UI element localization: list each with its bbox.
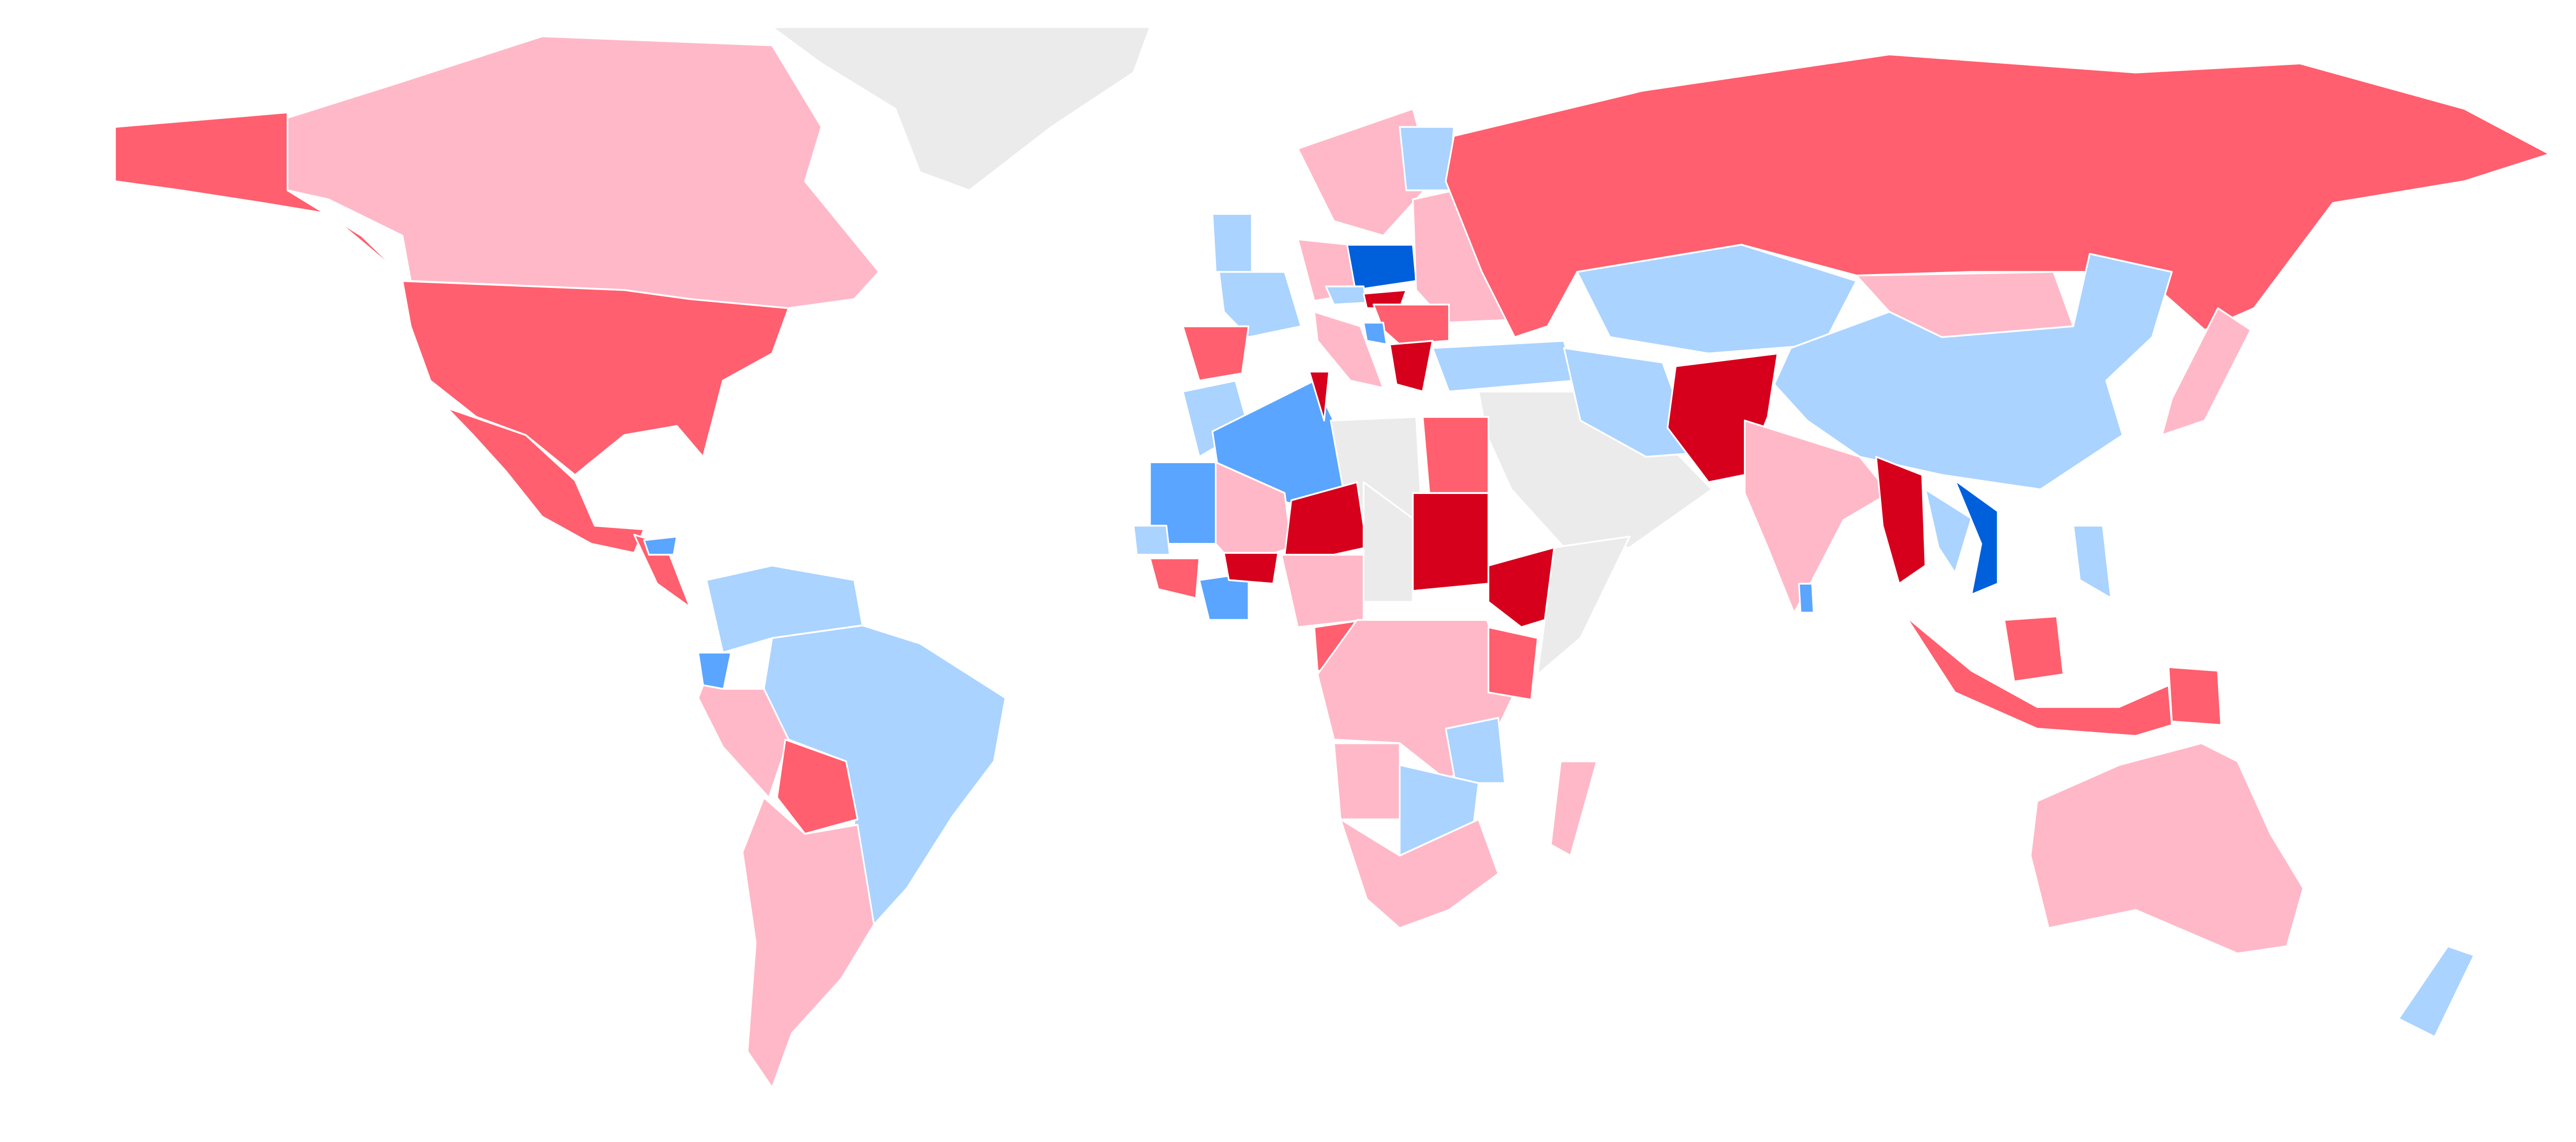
region-niger (1284, 481, 1368, 559)
region-thailand (1924, 488, 1973, 574)
region-turkey (1432, 339, 1575, 393)
region-myanmar (1875, 456, 1926, 585)
region-tunisia (1308, 370, 1330, 422)
region-mexico (446, 407, 645, 554)
region-argentina-chile (741, 796, 875, 1089)
region-borneo (2003, 615, 2064, 683)
region-senegal (1132, 524, 1171, 556)
region-egypt (1421, 416, 1489, 494)
region-nigeria (1280, 554, 1365, 628)
region-japan (2161, 307, 2252, 436)
region-burkina-faso (1223, 552, 1279, 585)
region-kenya (1487, 626, 1539, 701)
region-italy (1313, 311, 1384, 389)
region-sudan (1412, 492, 1489, 592)
region-poland (1346, 244, 1417, 291)
region-bolivia (776, 739, 859, 835)
region-somalia (1537, 535, 1631, 675)
region-russia (1445, 53, 2551, 338)
region-southern-africa (1340, 818, 1499, 929)
region-tanzania (1445, 717, 1506, 784)
region-czechia (1325, 285, 1368, 305)
region-guinea (1149, 557, 1200, 600)
region-madagascar (1550, 760, 1598, 857)
region-brazil (763, 624, 1007, 926)
region-iran (1563, 347, 1697, 458)
region-scandinavia (1297, 108, 1434, 237)
region-greenland (771, 26, 1151, 192)
region-france (1218, 271, 1302, 338)
region-australia (2029, 742, 2304, 954)
region-peru (697, 684, 790, 799)
region-greece (1389, 339, 1434, 393)
region-uk (1211, 213, 1253, 273)
region-papua (2167, 666, 2222, 726)
region-sri-lanka (1798, 583, 1815, 614)
region-angola (1333, 742, 1401, 821)
region-new-zealand (2398, 945, 2475, 1038)
region-bosnia (1363, 321, 1387, 346)
region-china (1773, 252, 2173, 490)
region-philippines (2072, 524, 2112, 600)
region-vietnam (1954, 479, 1999, 596)
region-alaska (114, 111, 403, 277)
region-spain (1182, 325, 1250, 382)
region-usa (401, 280, 790, 476)
region-honduras (643, 535, 678, 556)
